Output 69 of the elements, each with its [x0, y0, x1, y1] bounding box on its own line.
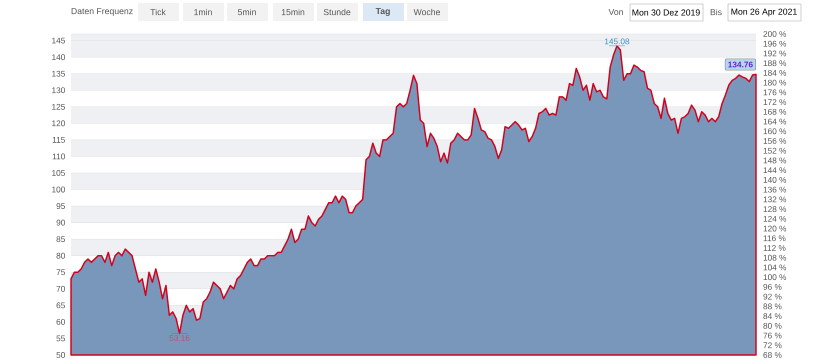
y2-tick-label: 200 % — [763, 31, 786, 37]
text: Bis — [710, 8, 722, 16]
y-tick-label: 55 — [56, 336, 65, 342]
y-tick-label: 110 — [52, 154, 65, 160]
y2-tick-label: 132 % — [764, 196, 786, 202]
y2-tick-label: 96 % — [763, 284, 782, 290]
annotation: 53.16 — [170, 335, 190, 341]
y-tick-label: 140 — [52, 54, 65, 60]
y2-tick-label: 148 % — [764, 158, 786, 164]
y2-tick-label: 172 % — [764, 99, 786, 105]
text: 15min — [282, 8, 304, 16]
y2-tick-label: 156 % — [764, 138, 786, 144]
y2-tick-label: 184 % — [764, 70, 786, 76]
y2-tick-label: 124 % — [764, 216, 786, 222]
text: Woche — [414, 8, 440, 16]
text: 1min — [194, 8, 212, 16]
y2-tick-label: 120 % — [764, 226, 786, 232]
y-tick-label: 125 — [52, 104, 65, 110]
text: Von — [608, 8, 623, 16]
text: Daten Frequenz — [72, 8, 133, 16]
text: Tag — [376, 8, 390, 16]
y2-tick-label: 68 % — [763, 352, 782, 358]
y-tick-label: 145 — [52, 38, 65, 44]
y2-tick-label: 196 % — [764, 40, 786, 47]
y2-tick-label: 112 % — [764, 245, 786, 251]
y-tick-label: 80 — [56, 252, 65, 259]
y2-tick-label: 176 % — [764, 89, 786, 96]
y2-tick-label: 140 % — [764, 176, 786, 183]
y2-tick-label: 104 % — [764, 264, 786, 270]
y2-tick-label: 116 % — [764, 235, 786, 242]
y-tick-label: 70 — [56, 286, 65, 292]
y-tick-label: 75 — [56, 269, 65, 276]
y2-tick-label: 188 % — [764, 60, 786, 66]
y-tick-label: 60 — [56, 318, 65, 325]
y-tick-label: 50 — [56, 352, 65, 358]
y2-tick-label: 88 % — [763, 303, 782, 310]
y2-tick-label: 72 % — [763, 342, 782, 348]
text: 5min — [238, 8, 256, 16]
y2-tick-label: 80 % — [763, 322, 782, 329]
y-tick-label: 65 — [56, 302, 65, 308]
y2-tick-label: 100 % — [764, 274, 786, 280]
y2-tick-label: 160 % — [764, 128, 786, 134]
y-tick-label: 135 — [52, 70, 65, 77]
y-tick-label: 95 — [56, 203, 65, 209]
y2-tick-label: 128 % — [764, 206, 786, 212]
text: Mon 30 Dez 2019 — [632, 9, 700, 16]
y-tick-label: 90 — [56, 220, 65, 226]
y2-tick-label: 164 % — [764, 118, 786, 124]
text: Tick — [150, 8, 166, 16]
y-tick-label: 130 — [52, 87, 65, 94]
y2-tick-label: 76 % — [763, 332, 782, 338]
y-tick-label: 115 — [52, 137, 65, 143]
y2-tick-label: 168 % — [764, 108, 786, 115]
text: Mon 26 Apr 2021 — [731, 8, 797, 16]
y2-tick-label: 192 % — [764, 50, 786, 56]
y-tick-label: 105 — [52, 170, 65, 176]
y2-tick-label: 144 % — [764, 167, 786, 174]
y2-tick-label: 92 % — [763, 294, 782, 300]
y2-tick-label: 152 % — [764, 148, 786, 154]
y-tick-label: 120 — [52, 120, 65, 126]
text: Stunde — [324, 8, 350, 16]
y-tick-label: 85 — [56, 236, 65, 242]
y-tick-label: 100 — [52, 186, 65, 192]
y2-tick-label: 84 % — [763, 313, 782, 320]
y2-tick-label: 108 % — [764, 254, 786, 261]
y2-tick-label: 180 % — [764, 80, 786, 86]
annotation: 145.08 — [604, 38, 630, 44]
annotation: 134.76 — [728, 62, 753, 68]
y2-tick-label: 136 % — [764, 186, 786, 193]
